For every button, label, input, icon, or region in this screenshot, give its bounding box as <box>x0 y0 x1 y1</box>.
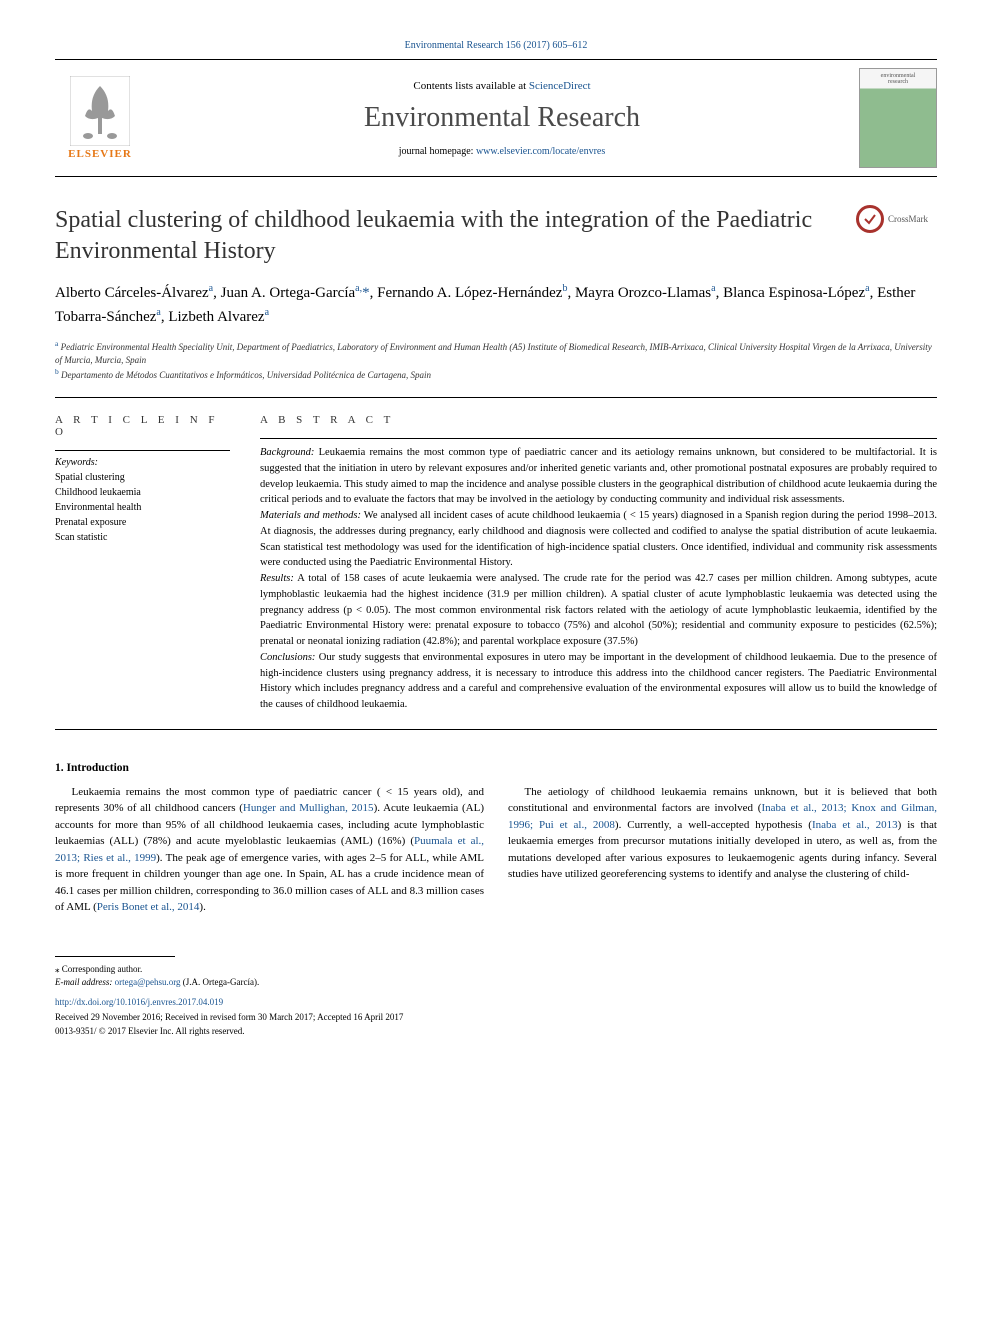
keyword-item: Childhood leukaemia <box>55 485 230 500</box>
body-section: 1. Introduction Leukaemia remains the mo… <box>55 762 937 916</box>
rule-top <box>55 397 937 398</box>
page-footer: ⁎ Corresponding author. E-mail address: … <box>55 956 937 1038</box>
keyword-item: Environmental health <box>55 500 230 515</box>
elsevier-tree-icon <box>70 76 130 146</box>
authors-list: Alberto Cárceles-Álvareza, Juan A. Orteg… <box>55 281 937 329</box>
abstract-text: Background: Leukaemia remains the most c… <box>260 445 937 713</box>
corresponding-email[interactable]: ortega@pehsu.org <box>115 977 181 987</box>
keyword-item: Spatial clustering <box>55 470 230 485</box>
contents-prefix: Contents lists available at <box>413 80 528 92</box>
publisher-logo: ELSEVIER <box>55 76 145 160</box>
corresponding-author: ⁎ Corresponding author. <box>55 963 937 976</box>
email-author-name: (J.A. Ortega-García). <box>181 977 260 987</box>
ref-peris[interactable]: Peris Bonet et al., 2014 <box>97 901 200 913</box>
keywords-list: Spatial clusteringChildhood leukaemiaEnv… <box>55 470 230 545</box>
rule-abstract <box>260 438 937 439</box>
publisher-name: ELSEVIER <box>68 148 132 160</box>
journal-homepage-line: journal homepage: www.elsevier.com/locat… <box>145 146 859 157</box>
journal-homepage-link[interactable]: www.elsevier.com/locate/envres <box>476 146 605 157</box>
crossmark-label: CrossMark <box>888 214 928 224</box>
corr-label: Corresponding author. <box>62 964 143 974</box>
article-info-column: A R T I C L E I N F O Keywords: Spatial … <box>55 414 230 713</box>
running-header: Environmental Research 156 (2017) 605–61… <box>55 40 937 51</box>
section-1-heading: 1. Introduction <box>55 762 937 774</box>
contents-available-line: Contents lists available at ScienceDirec… <box>145 80 859 92</box>
journal-cover-thumbnail: environmental research <box>859 68 937 168</box>
affiliations: a Pediatric Environmental Health Special… <box>55 339 937 381</box>
rule-info <box>55 450 230 451</box>
crossmark-badge[interactable]: CrossMark <box>847 205 937 233</box>
journal-name: Environmental Research <box>145 102 859 134</box>
copyright-line: 0013-9351/ © 2017 Elsevier Inc. All righ… <box>55 1025 937 1038</box>
homepage-prefix: journal homepage: <box>399 146 476 157</box>
rule-bottom <box>55 729 937 730</box>
corr-marker: ⁎ <box>55 964 60 974</box>
crossmark-icon <box>856 205 884 233</box>
title-row: Spatial clustering of childhood leukaemi… <box>55 205 937 267</box>
abstract-heading: A B S T R A C T <box>260 414 937 426</box>
email-label: E-mail address: <box>55 977 115 987</box>
intro-para-1: Leukaemia remains the most common type o… <box>55 784 484 916</box>
running-header-link[interactable]: Environmental Research 156 (2017) 605–61… <box>405 40 588 51</box>
intro-para-2: The aetiology of childhood leukaemia rem… <box>508 784 937 883</box>
footer-rule <box>55 956 175 957</box>
doi-link[interactable]: http://dx.doi.org/10.1016/j.envres.2017.… <box>55 996 937 1009</box>
cover-label-bottom: research <box>888 79 908 85</box>
email-line: E-mail address: ortega@pehsu.org (J.A. O… <box>55 976 937 989</box>
keyword-item: Prenatal exposure <box>55 515 230 530</box>
ref-hunger[interactable]: Hunger and Mullighan, 2015 <box>243 802 374 814</box>
info-abstract-row: A R T I C L E I N F O Keywords: Spatial … <box>55 414 937 713</box>
article-title: Spatial clustering of childhood leukaemi… <box>55 205 827 267</box>
keyword-item: Scan statistic <box>55 530 230 545</box>
journal-header: ELSEVIER Contents lists available at Sci… <box>55 59 937 177</box>
header-center: Contents lists available at ScienceDirec… <box>145 80 859 157</box>
ref-inaba[interactable]: Inaba et al., 2013 <box>812 819 898 831</box>
body-columns: Leukaemia remains the most common type o… <box>55 784 937 916</box>
abstract-column: A B S T R A C T Background: Leukaemia re… <box>260 414 937 713</box>
keywords-heading: Keywords: <box>55 457 230 468</box>
sciencedirect-link[interactable]: ScienceDirect <box>529 80 591 92</box>
article-info-heading: A R T I C L E I N F O <box>55 414 230 438</box>
article-dates: Received 29 November 2016; Received in r… <box>55 1011 937 1024</box>
